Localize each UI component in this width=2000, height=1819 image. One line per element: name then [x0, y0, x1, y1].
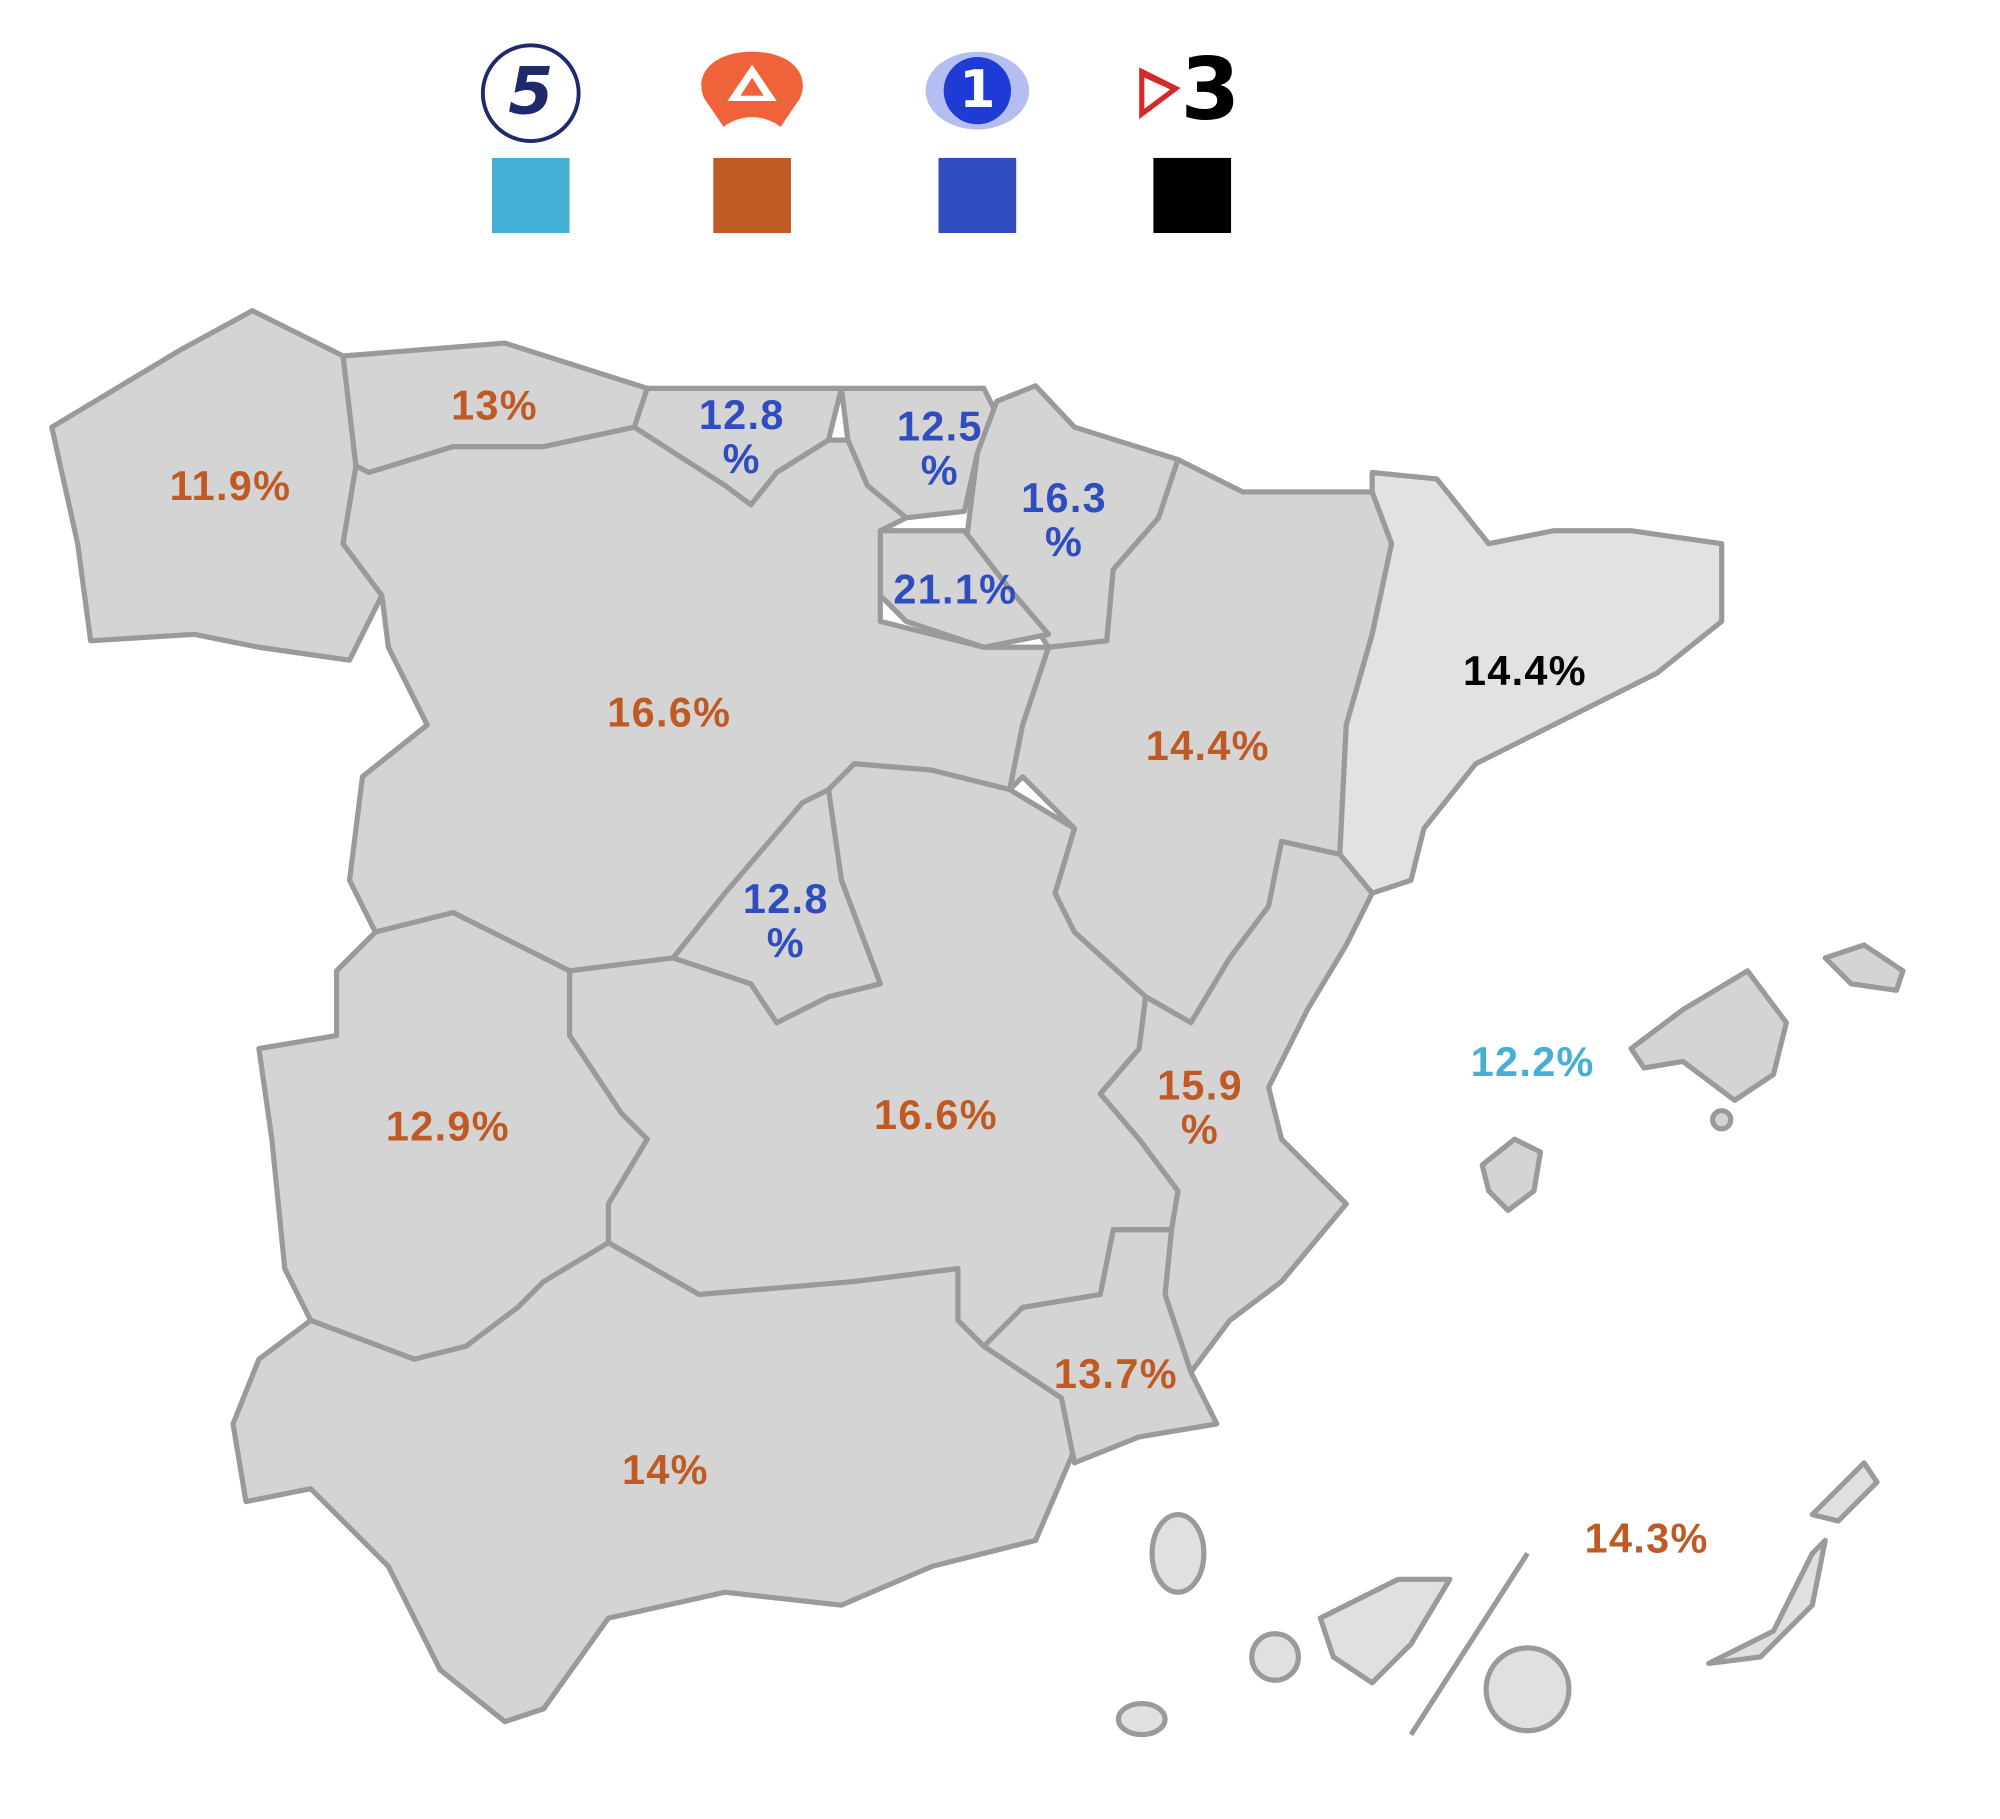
region-value-label: 12.8%: [742, 875, 829, 966]
region-baleares: [1479, 942, 1906, 1213]
region-value-label: 12.9%: [385, 1103, 510, 1150]
region-value-label: 13%: [451, 382, 538, 429]
regions: [49, 308, 1906, 1738]
region-value-label: 12.5%: [896, 403, 983, 494]
region-cataluna: [1337, 469, 1725, 896]
logo-text: 3: [1181, 41, 1240, 140]
region-valencia: [1097, 838, 1375, 1375]
region-value-label: 16.3%: [1021, 474, 1107, 565]
region-value-label: 14%: [621, 1446, 709, 1493]
legend-swatch: [713, 157, 791, 234]
region-value-label: 14.4%: [1145, 722, 1270, 770]
legend-swatch: [938, 157, 1017, 234]
region-canarias: [1115, 1460, 1880, 1738]
region-value-label: 15.9%: [1157, 1062, 1243, 1153]
region-murcia: [981, 1227, 1220, 1466]
logo-la1: 1: [925, 51, 1030, 130]
region-value-label: 16.6%: [607, 688, 732, 736]
region-value-label: 13.7%: [1053, 1350, 1178, 1398]
region-value-label: 14.3%: [1584, 1514, 1709, 1562]
region-value-label: 11.9%: [169, 462, 292, 510]
region-value-label: 16.6%: [873, 1091, 998, 1139]
region-value-label: 21.1%: [893, 565, 1018, 613]
region-madrid: [670, 787, 883, 1026]
region-la-rioja: [877, 528, 1052, 650]
logo-tv3: 3: [1139, 41, 1240, 140]
logo-telecinco: 5: [480, 43, 581, 144]
region-value-label: 12.8%: [698, 391, 785, 482]
logo-antena3: [701, 51, 803, 127]
legend-swatch: [491, 157, 570, 234]
region-value-label: 14.4%: [1462, 647, 1587, 695]
logo-text: 5: [508, 54, 553, 129]
legend-swatch: [1153, 157, 1232, 234]
logo-text: 1: [959, 60, 995, 120]
region-value-label: 12.2%: [1470, 1038, 1595, 1086]
